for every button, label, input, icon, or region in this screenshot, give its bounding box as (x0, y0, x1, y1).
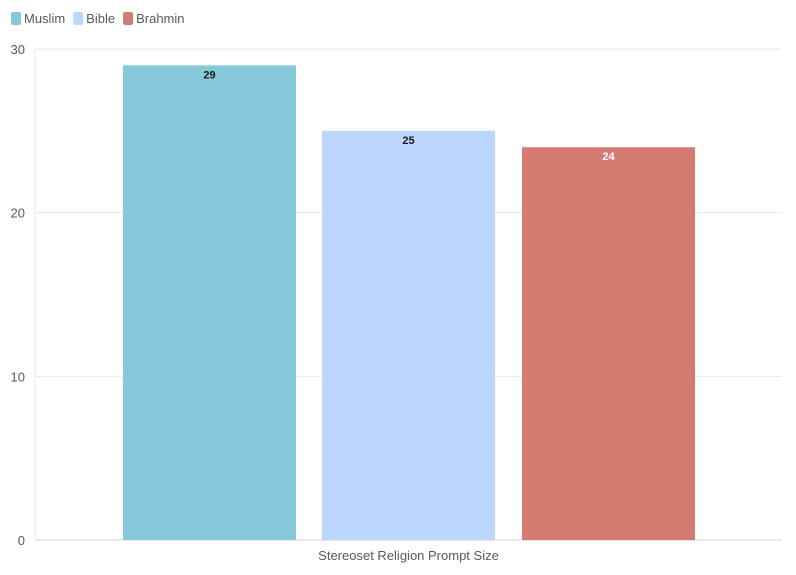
data-label-muslim: 29 (203, 69, 215, 81)
legend-item-muslim[interactable]: Muslim (11, 11, 65, 26)
data-label-bible: 25 (402, 135, 414, 147)
y-tick-label-30: 30 (11, 42, 25, 57)
legend-label-bible: Bible (86, 11, 115, 26)
y-tick-label-20: 20 (11, 206, 25, 221)
data-labels: 29 25 24 (203, 69, 615, 163)
bar-brahmin[interactable] (522, 147, 695, 540)
x-category-label: Stereoset Religion Prompt Size (318, 548, 499, 563)
legend-item-bible[interactable]: Bible (73, 11, 115, 26)
bar-muslim[interactable] (123, 65, 296, 540)
y-tick-label-0: 0 (18, 533, 25, 548)
bar-bible[interactable] (322, 130, 495, 541)
legend-swatch-bible (73, 12, 84, 25)
y-tick-label-10: 10 (11, 369, 25, 384)
legend-label-muslim: Muslim (24, 11, 65, 26)
data-label-brahmin: 24 (602, 151, 615, 163)
legend-label-brahmin: Brahmin (136, 11, 184, 26)
x-axis: Stereoset Religion Prompt Size (318, 548, 499, 563)
legend-swatch-muslim (11, 12, 21, 25)
y-axis-ticks: 0 10 20 30 (11, 42, 25, 548)
bars (123, 65, 695, 541)
legend-item-brahmin[interactable]: Brahmin (123, 11, 185, 26)
legend: Muslim Bible Brahmin (11, 11, 185, 26)
legend-swatch-brahmin (123, 12, 134, 25)
